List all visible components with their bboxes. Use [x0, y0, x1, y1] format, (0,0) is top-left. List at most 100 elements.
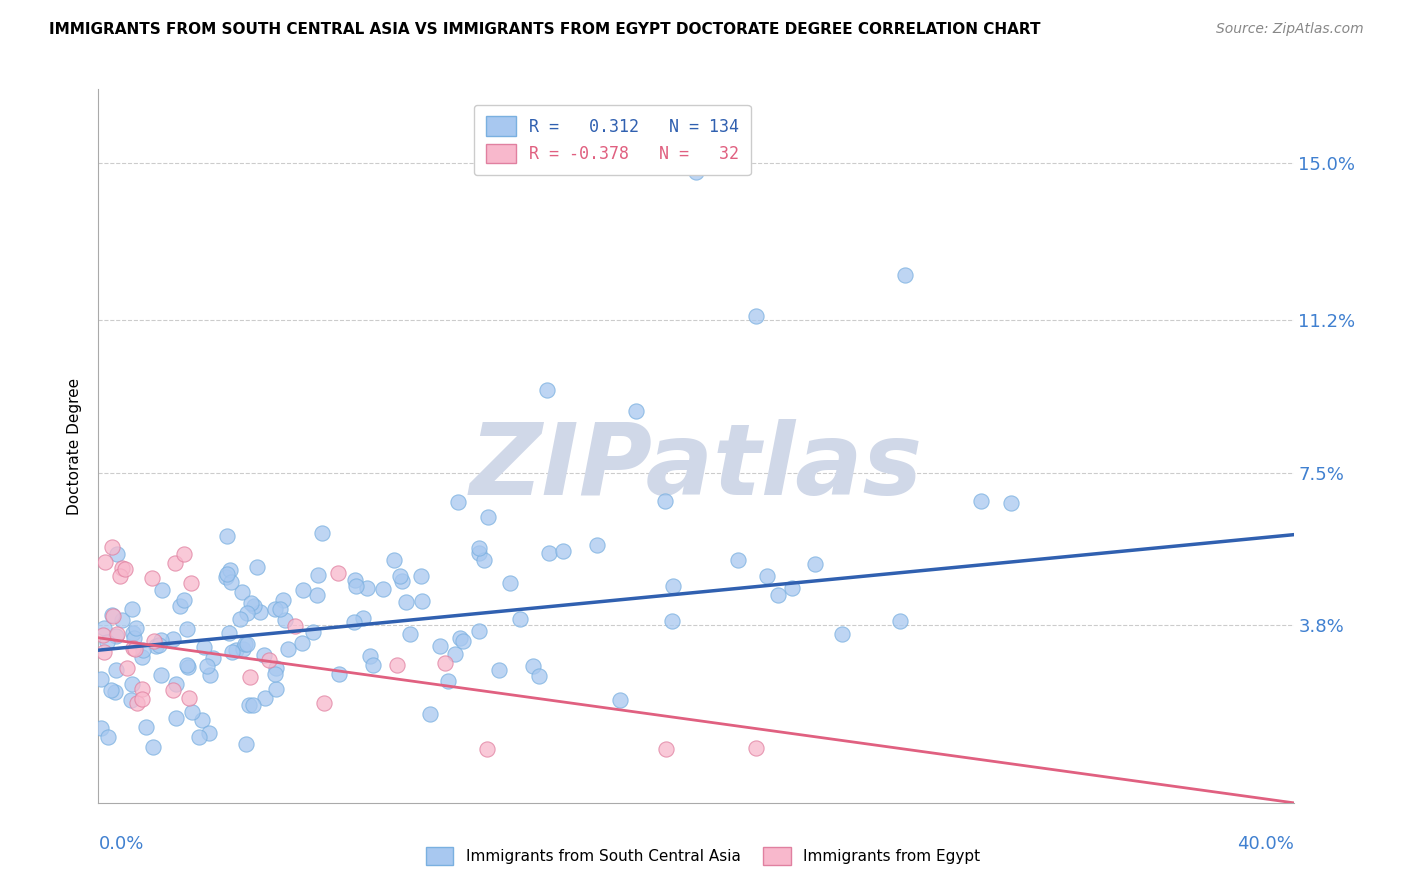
Point — [221, 575, 243, 590]
Point — [121, 626, 143, 640]
Point — [165, 556, 187, 570]
Point — [264, 667, 287, 681]
Point — [277, 641, 299, 656]
Point — [253, 690, 276, 705]
Point — [110, 569, 132, 583]
Point — [180, 576, 202, 591]
Point — [468, 624, 491, 638]
Point — [264, 601, 287, 615]
Point — [225, 643, 247, 657]
Text: 40.0%: 40.0% — [1237, 835, 1294, 853]
Point — [766, 588, 789, 602]
Point — [468, 546, 491, 560]
Point — [447, 495, 470, 509]
Point — [249, 605, 271, 619]
Point — [756, 568, 779, 582]
Point — [215, 570, 238, 584]
Point — [238, 698, 260, 712]
Point — [429, 639, 451, 653]
Point — [472, 553, 495, 567]
Point — [104, 684, 127, 698]
Point — [93, 621, 115, 635]
Point — [165, 710, 187, 724]
Point — [100, 683, 122, 698]
Point — [291, 636, 314, 650]
Point — [889, 614, 911, 628]
Point — [93, 644, 115, 658]
Point — [218, 564, 240, 578]
Point — [307, 568, 329, 582]
Point — [96, 634, 118, 648]
Point — [173, 593, 195, 607]
Point — [135, 720, 157, 734]
Point — [152, 583, 174, 598]
Point — [90, 672, 112, 686]
Point — [344, 579, 367, 593]
Point — [328, 566, 350, 580]
Point — [198, 726, 221, 740]
Point — [111, 560, 134, 574]
Point — [264, 681, 287, 696]
Point — [125, 697, 148, 711]
Point — [284, 619, 307, 633]
Point — [162, 632, 184, 647]
Point — [242, 698, 264, 712]
Point — [131, 650, 153, 665]
Point — [115, 661, 138, 675]
Point — [145, 640, 167, 654]
Point — [264, 661, 287, 675]
Point — [177, 690, 200, 705]
Point — [444, 647, 467, 661]
Point — [150, 633, 173, 648]
Point — [177, 659, 200, 673]
Point — [411, 569, 433, 583]
Point — [202, 650, 225, 665]
Point — [246, 560, 269, 574]
Point — [311, 525, 333, 540]
Point — [307, 588, 329, 602]
Point — [104, 663, 127, 677]
Point — [121, 641, 143, 656]
Point — [661, 614, 683, 628]
Point — [314, 696, 336, 710]
Point — [257, 653, 280, 667]
Point — [239, 670, 262, 684]
Point — [191, 713, 214, 727]
Point — [626, 404, 648, 418]
Legend: R =   0.312   N = 134, R = -0.378   N =   32: R = 0.312 N = 134, R = -0.378 N = 32 — [474, 104, 751, 175]
Point — [538, 546, 561, 560]
Point — [122, 631, 145, 645]
Point — [328, 667, 350, 681]
Point — [233, 637, 256, 651]
Point — [745, 309, 768, 323]
Point — [173, 547, 195, 561]
Point — [437, 673, 460, 688]
Point — [229, 612, 252, 626]
Point — [141, 570, 163, 584]
Point — [477, 509, 499, 524]
Point — [105, 629, 128, 643]
Point — [101, 608, 124, 623]
Point — [121, 677, 143, 691]
Point — [831, 626, 853, 640]
Point — [121, 602, 143, 616]
Point — [114, 561, 136, 575]
Point — [727, 553, 749, 567]
Point — [373, 582, 395, 596]
Point — [231, 585, 253, 599]
Point — [242, 599, 264, 614]
Point — [662, 578, 685, 592]
Point — [654, 494, 676, 508]
Point — [291, 582, 314, 597]
Point — [522, 659, 544, 673]
Point — [149, 668, 172, 682]
Point — [124, 641, 146, 656]
Point — [193, 640, 215, 654]
Point — [419, 707, 441, 722]
Point — [235, 737, 257, 751]
Point — [105, 547, 128, 561]
Point — [165, 677, 187, 691]
Point — [655, 742, 678, 756]
Point — [359, 649, 381, 664]
Point — [232, 642, 254, 657]
